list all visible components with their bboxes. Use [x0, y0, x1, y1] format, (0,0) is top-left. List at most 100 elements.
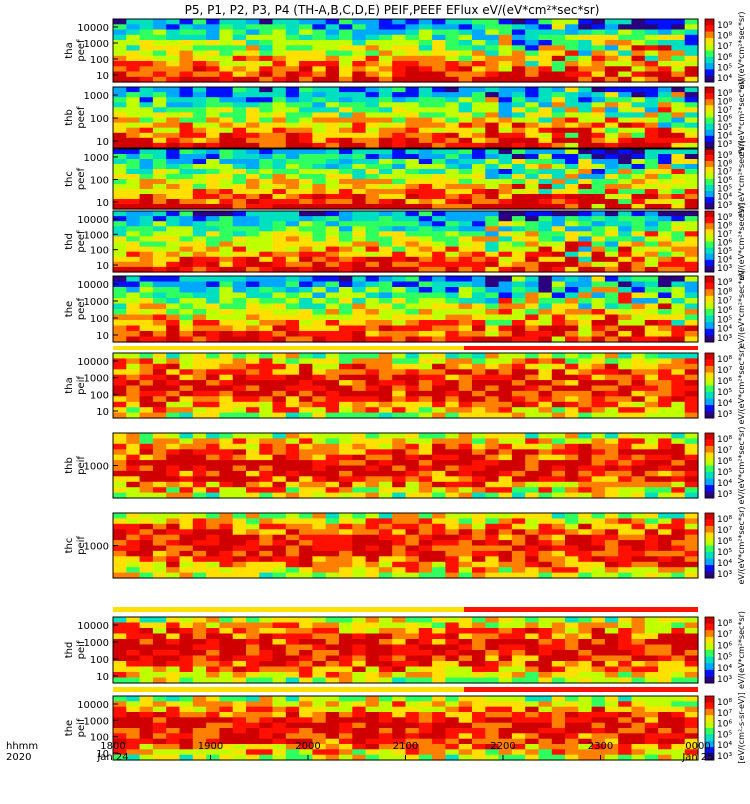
spectrogram-cell: [312, 51, 326, 57]
spectrogram-cell: [246, 194, 260, 200]
spectrogram-cell: [618, 133, 632, 139]
spectrogram-cell: [632, 35, 646, 41]
colorbar-swatch: [705, 155, 714, 162]
spectrogram-cell: [552, 628, 566, 634]
spectrogram-cell: [445, 169, 459, 175]
spectrogram-cell: [259, 169, 273, 175]
spectrogram-cell: [366, 320, 380, 326]
spectrogram-cell: [605, 460, 619, 466]
spectrogram-cell: [312, 97, 326, 103]
spectrogram-cell: [193, 645, 207, 651]
spectrogram-cell: [432, 315, 446, 321]
spectrogram-cell: [259, 535, 273, 541]
spectrogram-cell: [578, 402, 592, 408]
spectrogram-cell: [632, 102, 646, 108]
spectrogram-cell: [406, 97, 420, 103]
spectrogram-cell: [206, 386, 220, 392]
spectrogram-cell: [153, 128, 167, 134]
spectrogram-cell: [259, 159, 273, 165]
spectrogram-cell: [379, 634, 393, 640]
spectrogram-cell: [166, 169, 180, 175]
spectrogram-cell: [246, 518, 260, 524]
spectrogram-cell: [246, 102, 260, 108]
spectrogram-cell: [406, 61, 420, 67]
spectrogram-cell: [326, 476, 340, 482]
spectrogram-cell: [166, 293, 180, 299]
spectrogram-cell: [392, 293, 406, 299]
spectrogram-cell: [459, 617, 473, 623]
spectrogram-cell: [459, 444, 473, 450]
spectrogram-cell: [685, 402, 699, 408]
spectrogram-cell: [552, 407, 566, 413]
spectrogram-cell: [140, 433, 154, 439]
spectrogram-cell: [259, 189, 273, 195]
spectrogram-cell: [592, 293, 606, 299]
spectrogram-cell: [618, 159, 632, 165]
spectrogram-cell: [485, 331, 499, 337]
spectrogram-cell: [166, 92, 180, 98]
spectrogram-cell: [645, 97, 659, 103]
spectrogram-cell: [605, 567, 619, 573]
spectrogram-cell: [485, 364, 499, 370]
spectrogram-cell: [206, 567, 220, 573]
spectrogram-cell: [472, 45, 486, 51]
spectrogram-cell: [485, 298, 499, 304]
spectrogram-cell: [445, 438, 459, 444]
spectrogram-cell: [552, 518, 566, 524]
spectrogram-cell: [671, 112, 685, 118]
spectrogram-cell: [392, 407, 406, 413]
spectrogram-cell: [658, 444, 672, 450]
spectrogram-cell: [180, 221, 194, 227]
spectrogram-cell: [432, 487, 446, 493]
spectrogram-cell: [485, 72, 499, 78]
spectrogram-cell: [445, 667, 459, 673]
spectrogram-cell: [193, 159, 207, 165]
spectrogram-cell: [166, 444, 180, 450]
spectrogram-cell: [366, 617, 380, 623]
spectrogram-cell: [259, 247, 273, 253]
spectrogram-cell: [632, 164, 646, 170]
spectrogram-cell: [392, 380, 406, 386]
spectrogram-cell: [618, 189, 632, 195]
spectrogram-cell: [352, 174, 366, 180]
spectrogram-cell: [180, 179, 194, 185]
spectrogram-cell: [552, 92, 566, 98]
spectrogram-cell: [246, 154, 260, 160]
spectrogram-cell: [565, 529, 579, 535]
spectrogram-cell: [432, 556, 446, 562]
spectrogram-cell: [499, 66, 513, 72]
spectrogram-cell: [326, 667, 340, 673]
spectrogram-cell: [485, 242, 499, 248]
spectrogram-cell: [605, 449, 619, 455]
spectrogram-cell: [339, 293, 353, 299]
spectrogram-cell: [605, 380, 619, 386]
spectrogram-cell: [645, 444, 659, 450]
spectrogram-cell: [459, 276, 473, 282]
spectrogram-cell: [618, 396, 632, 402]
spectrogram-cell: [273, 320, 287, 326]
spectrogram-cell: [113, 556, 127, 562]
spectrogram-cell: [592, 369, 606, 375]
spectrogram-cell: [525, 154, 539, 160]
spectrogram-cell: [352, 617, 366, 623]
spectrogram-cell: [406, 107, 420, 113]
spectrogram-cell: [565, 628, 579, 634]
spectrogram-cell: [432, 650, 446, 656]
spectrogram-cell: [299, 164, 313, 170]
spectrogram-cell: [618, 138, 632, 144]
spectrogram-cell: [153, 639, 167, 645]
spectrogram-cell: [140, 353, 154, 359]
spectrogram-cell: [312, 66, 326, 72]
spectrogram-cell: [126, 375, 140, 381]
spectrogram-cell: [645, 396, 659, 402]
spectrogram-cell: [685, 634, 699, 640]
spectrogram-cell: [126, 92, 140, 98]
spectrogram-cell: [339, 449, 353, 455]
spectrogram-cell: [259, 540, 273, 546]
spectrogram-cell: [658, 540, 672, 546]
spectrogram-cell: [392, 252, 406, 258]
spectrogram-cell: [419, 650, 433, 656]
spectrogram-cell: [552, 159, 566, 165]
spectrogram-cell: [273, 540, 287, 546]
spectrogram-cell: [552, 375, 566, 381]
